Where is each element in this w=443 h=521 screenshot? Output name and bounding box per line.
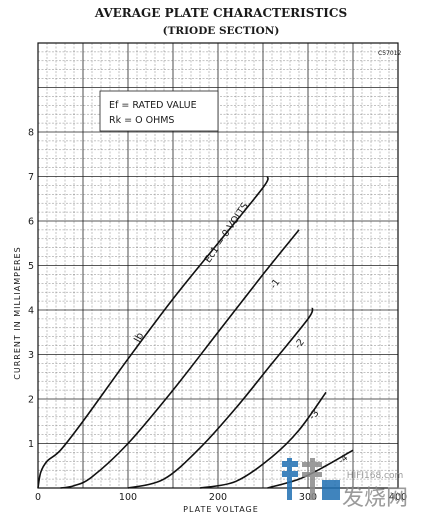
series-line-2 [127, 307, 314, 489]
watermark: HIFI168.com 发烧网 [282, 458, 408, 511]
chart-subtitle: (TRIODE SECTION) [163, 25, 280, 37]
series-line-1 [60, 229, 300, 489]
series-label-2: -2 [292, 337, 307, 351]
series-label-4: -4 [337, 453, 350, 466]
y-tick-label: 6 [28, 217, 34, 228]
series-label-0: Ec1 = 0 VOLTS [203, 201, 251, 265]
watermark-site: HIFI168.com [347, 471, 404, 481]
y-tick-label: 1 [28, 439, 34, 450]
y-axis-label: CURRENT IN MILLIAMPERES [13, 246, 22, 379]
y-tick-label: 7 [28, 172, 34, 183]
y-tick-label: 5 [28, 261, 34, 272]
watermark-logo-icon [282, 458, 340, 500]
legend-box-frame [99, 90, 219, 132]
x-tick-label: 100 [119, 492, 137, 503]
y-tick-label: 8 [28, 128, 34, 139]
plot-frame [37, 42, 399, 489]
tick-labels: 0 100 200 300 400 1 2 3 4 5 6 7 8 [28, 128, 407, 504]
series-line-3 [199, 391, 327, 489]
x-tick-label: 300 [299, 492, 317, 503]
watermark-brand: 发烧网 [342, 486, 408, 511]
y-tick-label: 2 [28, 395, 34, 406]
x-axis-label: PLATE VOLTAGE [183, 505, 259, 514]
legend-box: Ef = RATED VALUE Rk = O OHMS [99, 90, 219, 132]
x-tick-label: 200 [209, 492, 227, 503]
legend-line-ef: Ef = RATED VALUE [109, 100, 197, 111]
curve-label-ib: Ib [132, 331, 146, 344]
plot-border [37, 42, 399, 489]
y-tick-label: 3 [28, 350, 34, 361]
x-tick-label: 400 [389, 492, 407, 503]
series-label-3: -3 [307, 408, 322, 422]
y-tick-label: 4 [28, 306, 34, 317]
chart-title: AVERAGE PLATE CHARACTERISTICS [94, 6, 347, 20]
figure-code: C57012 [378, 50, 401, 57]
series-line-0 [37, 176, 269, 489]
legend-line-rk: Rk = O OHMS [109, 115, 174, 126]
x-tick-label: 0 [35, 492, 41, 503]
series-label-1: -1 [268, 277, 282, 291]
curve-labels: Ec1 = 0 VOLTS -1 -2 -3 -4 Ib [132, 201, 350, 466]
curves [37, 176, 354, 489]
